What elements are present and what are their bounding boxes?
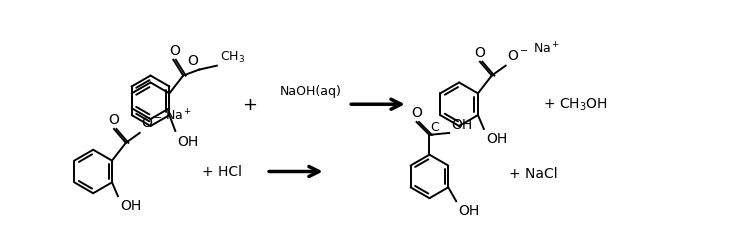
Text: CH$_3$: CH$_3$ (220, 49, 245, 65)
Text: O: O (187, 53, 198, 67)
Text: C: C (430, 120, 439, 133)
Text: + NaCl: + NaCl (509, 167, 557, 181)
Text: +: + (242, 96, 257, 114)
Text: OH: OH (120, 198, 141, 212)
Text: O$^-$: O$^-$ (141, 115, 163, 130)
Text: Na$^+$: Na$^+$ (533, 41, 560, 56)
Text: O: O (169, 44, 180, 57)
Text: O: O (109, 113, 119, 127)
Text: Na$^+$: Na$^+$ (166, 108, 193, 123)
Text: + HCl: + HCl (202, 165, 242, 179)
Text: OH: OH (451, 117, 472, 132)
Text: + CH$_3$OH: + CH$_3$OH (543, 97, 608, 113)
Text: O: O (475, 46, 485, 59)
Text: NaOH(aq): NaOH(aq) (280, 85, 342, 98)
Text: OH: OH (177, 134, 199, 148)
Text: O$^-$: O$^-$ (507, 49, 528, 62)
Text: OH: OH (486, 132, 507, 145)
Text: O: O (411, 106, 422, 120)
Text: OH: OH (458, 203, 479, 217)
